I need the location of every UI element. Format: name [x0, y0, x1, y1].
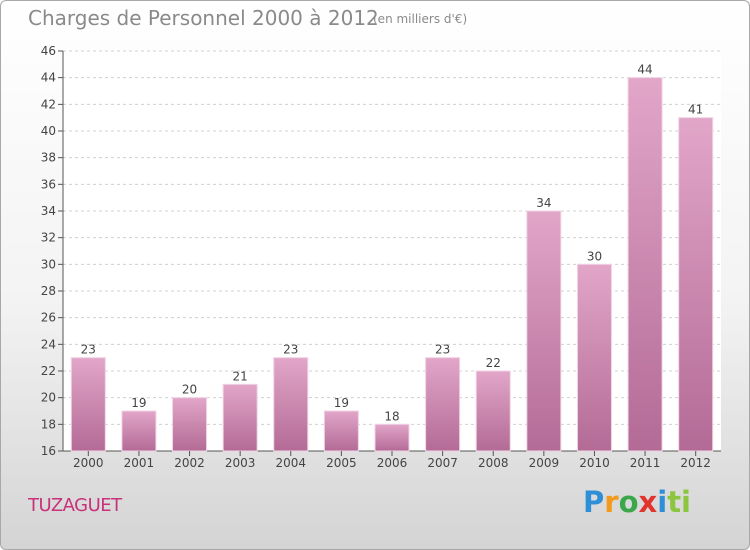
x-tick-label: 2011 [630, 456, 661, 470]
y-tick-label: 44 [41, 71, 56, 85]
x-tick-label: 2009 [529, 456, 560, 470]
x-tick-label: 2002 [174, 456, 205, 470]
x-tick-label: 2012 [680, 456, 711, 470]
y-tick-label: 38 [41, 151, 56, 165]
y-tick-label: 32 [41, 231, 56, 245]
bar [576, 263, 612, 452]
x-tick-label: 2004 [275, 456, 306, 470]
y-tick-label: 22 [41, 364, 56, 378]
y-tick-label: 18 [41, 417, 56, 431]
proxiti-logo: Proxiti [583, 485, 691, 519]
bar [121, 410, 157, 452]
bar [273, 357, 309, 452]
bar [172, 397, 208, 452]
bar [70, 357, 106, 452]
x-tick-label: 2008 [478, 456, 509, 470]
bar [222, 383, 258, 452]
bar [323, 410, 359, 452]
y-tick-label: 28 [41, 284, 56, 298]
chart-title: Charges de Personnel 2000 à 2012 [28, 6, 379, 30]
y-tick-label: 40 [41, 124, 56, 138]
x-tick-label: 2001 [124, 456, 155, 470]
commune-name: TUZAGUET [28, 495, 122, 516]
x-tick-label: 2007 [427, 456, 458, 470]
y-tick-label: 42 [41, 97, 56, 111]
x-tick-label: 2000 [73, 456, 104, 470]
data-label: 23 [81, 343, 96, 357]
data-label: 34 [536, 196, 551, 210]
data-label: 22 [486, 356, 501, 370]
data-label: 21 [233, 369, 248, 383]
logo-letter: P [583, 485, 605, 519]
y-tick-label: 46 [41, 44, 56, 58]
data-label: 44 [637, 63, 652, 77]
y-tick-label: 36 [41, 177, 56, 191]
x-tick-label: 2006 [377, 456, 408, 470]
bar [526, 210, 562, 452]
y-tick-label: 30 [41, 257, 56, 271]
bar [475, 370, 511, 452]
y-tick-label: 24 [41, 337, 56, 351]
bar [678, 117, 714, 452]
logo-letter: r [604, 485, 619, 519]
x-tick-label: 2010 [579, 456, 610, 470]
logo-letter: ti [667, 485, 691, 519]
y-tick-label: 16 [41, 444, 56, 458]
logo-letter: x [638, 485, 658, 519]
data-label: 18 [384, 409, 399, 423]
y-tick-label: 34 [41, 204, 56, 218]
data-label: 23 [283, 343, 298, 357]
bar [425, 357, 461, 452]
logo-letter: o [618, 485, 639, 519]
data-label: 30 [587, 249, 602, 263]
bar [374, 423, 410, 452]
chart-subtitle: (en milliers d'€) [373, 12, 468, 26]
plot-area [63, 51, 721, 451]
logo-letter: i [657, 485, 668, 519]
bar [627, 77, 663, 452]
data-label: 19 [334, 396, 349, 410]
data-label: 20 [182, 383, 197, 397]
x-tick-label: 2003 [225, 456, 256, 470]
y-tick-label: 26 [41, 311, 56, 325]
y-tick-label: 20 [41, 391, 56, 405]
data-label: 19 [131, 396, 146, 410]
data-label: 41 [688, 103, 703, 117]
x-tick-label: 2005 [326, 456, 357, 470]
data-label: 23 [435, 343, 450, 357]
